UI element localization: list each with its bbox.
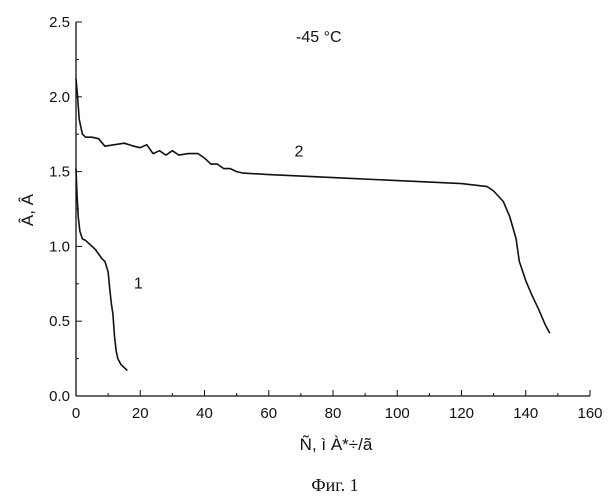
x-tick-label: 80: [325, 405, 342, 422]
series-line-1: [76, 169, 127, 371]
y-tick-label: 1.5: [49, 164, 70, 181]
series-line-2: [76, 79, 550, 333]
figure-caption: Фиг. 1: [311, 475, 358, 495]
x-axis-label: Ñ, ì À*÷/ã: [300, 435, 373, 454]
x-tick-label: 40: [196, 405, 213, 422]
y-tick-label: 0.0: [49, 388, 70, 405]
x-tick-label: 160: [577, 405, 602, 422]
x-tick-label: 0: [72, 405, 80, 422]
x-tick-label: 100: [385, 405, 410, 422]
y-axis-label: Â, Â: [18, 193, 37, 226]
y-tick-label: 2.0: [49, 89, 70, 106]
y-tick-label: 1.0: [49, 238, 70, 255]
x-tick-label: 140: [513, 405, 538, 422]
x-tick-label: 60: [260, 405, 277, 422]
axes: 0 20 40 60 80 100 120 140 160 0.0 0.5 1.0 1.5 2.0 2.5: [49, 14, 602, 422]
series-label-1: 1: [134, 275, 143, 292]
temperature-annotation: -45 °C: [296, 29, 342, 46]
y-tick-label: 0.5: [49, 313, 70, 330]
x-tick-label: 20: [132, 405, 149, 422]
series-label-2: 2: [294, 144, 303, 161]
y-tick-label: 2.5: [49, 14, 70, 31]
series-group: [76, 79, 550, 371]
x-tick-label: 120: [449, 405, 474, 422]
